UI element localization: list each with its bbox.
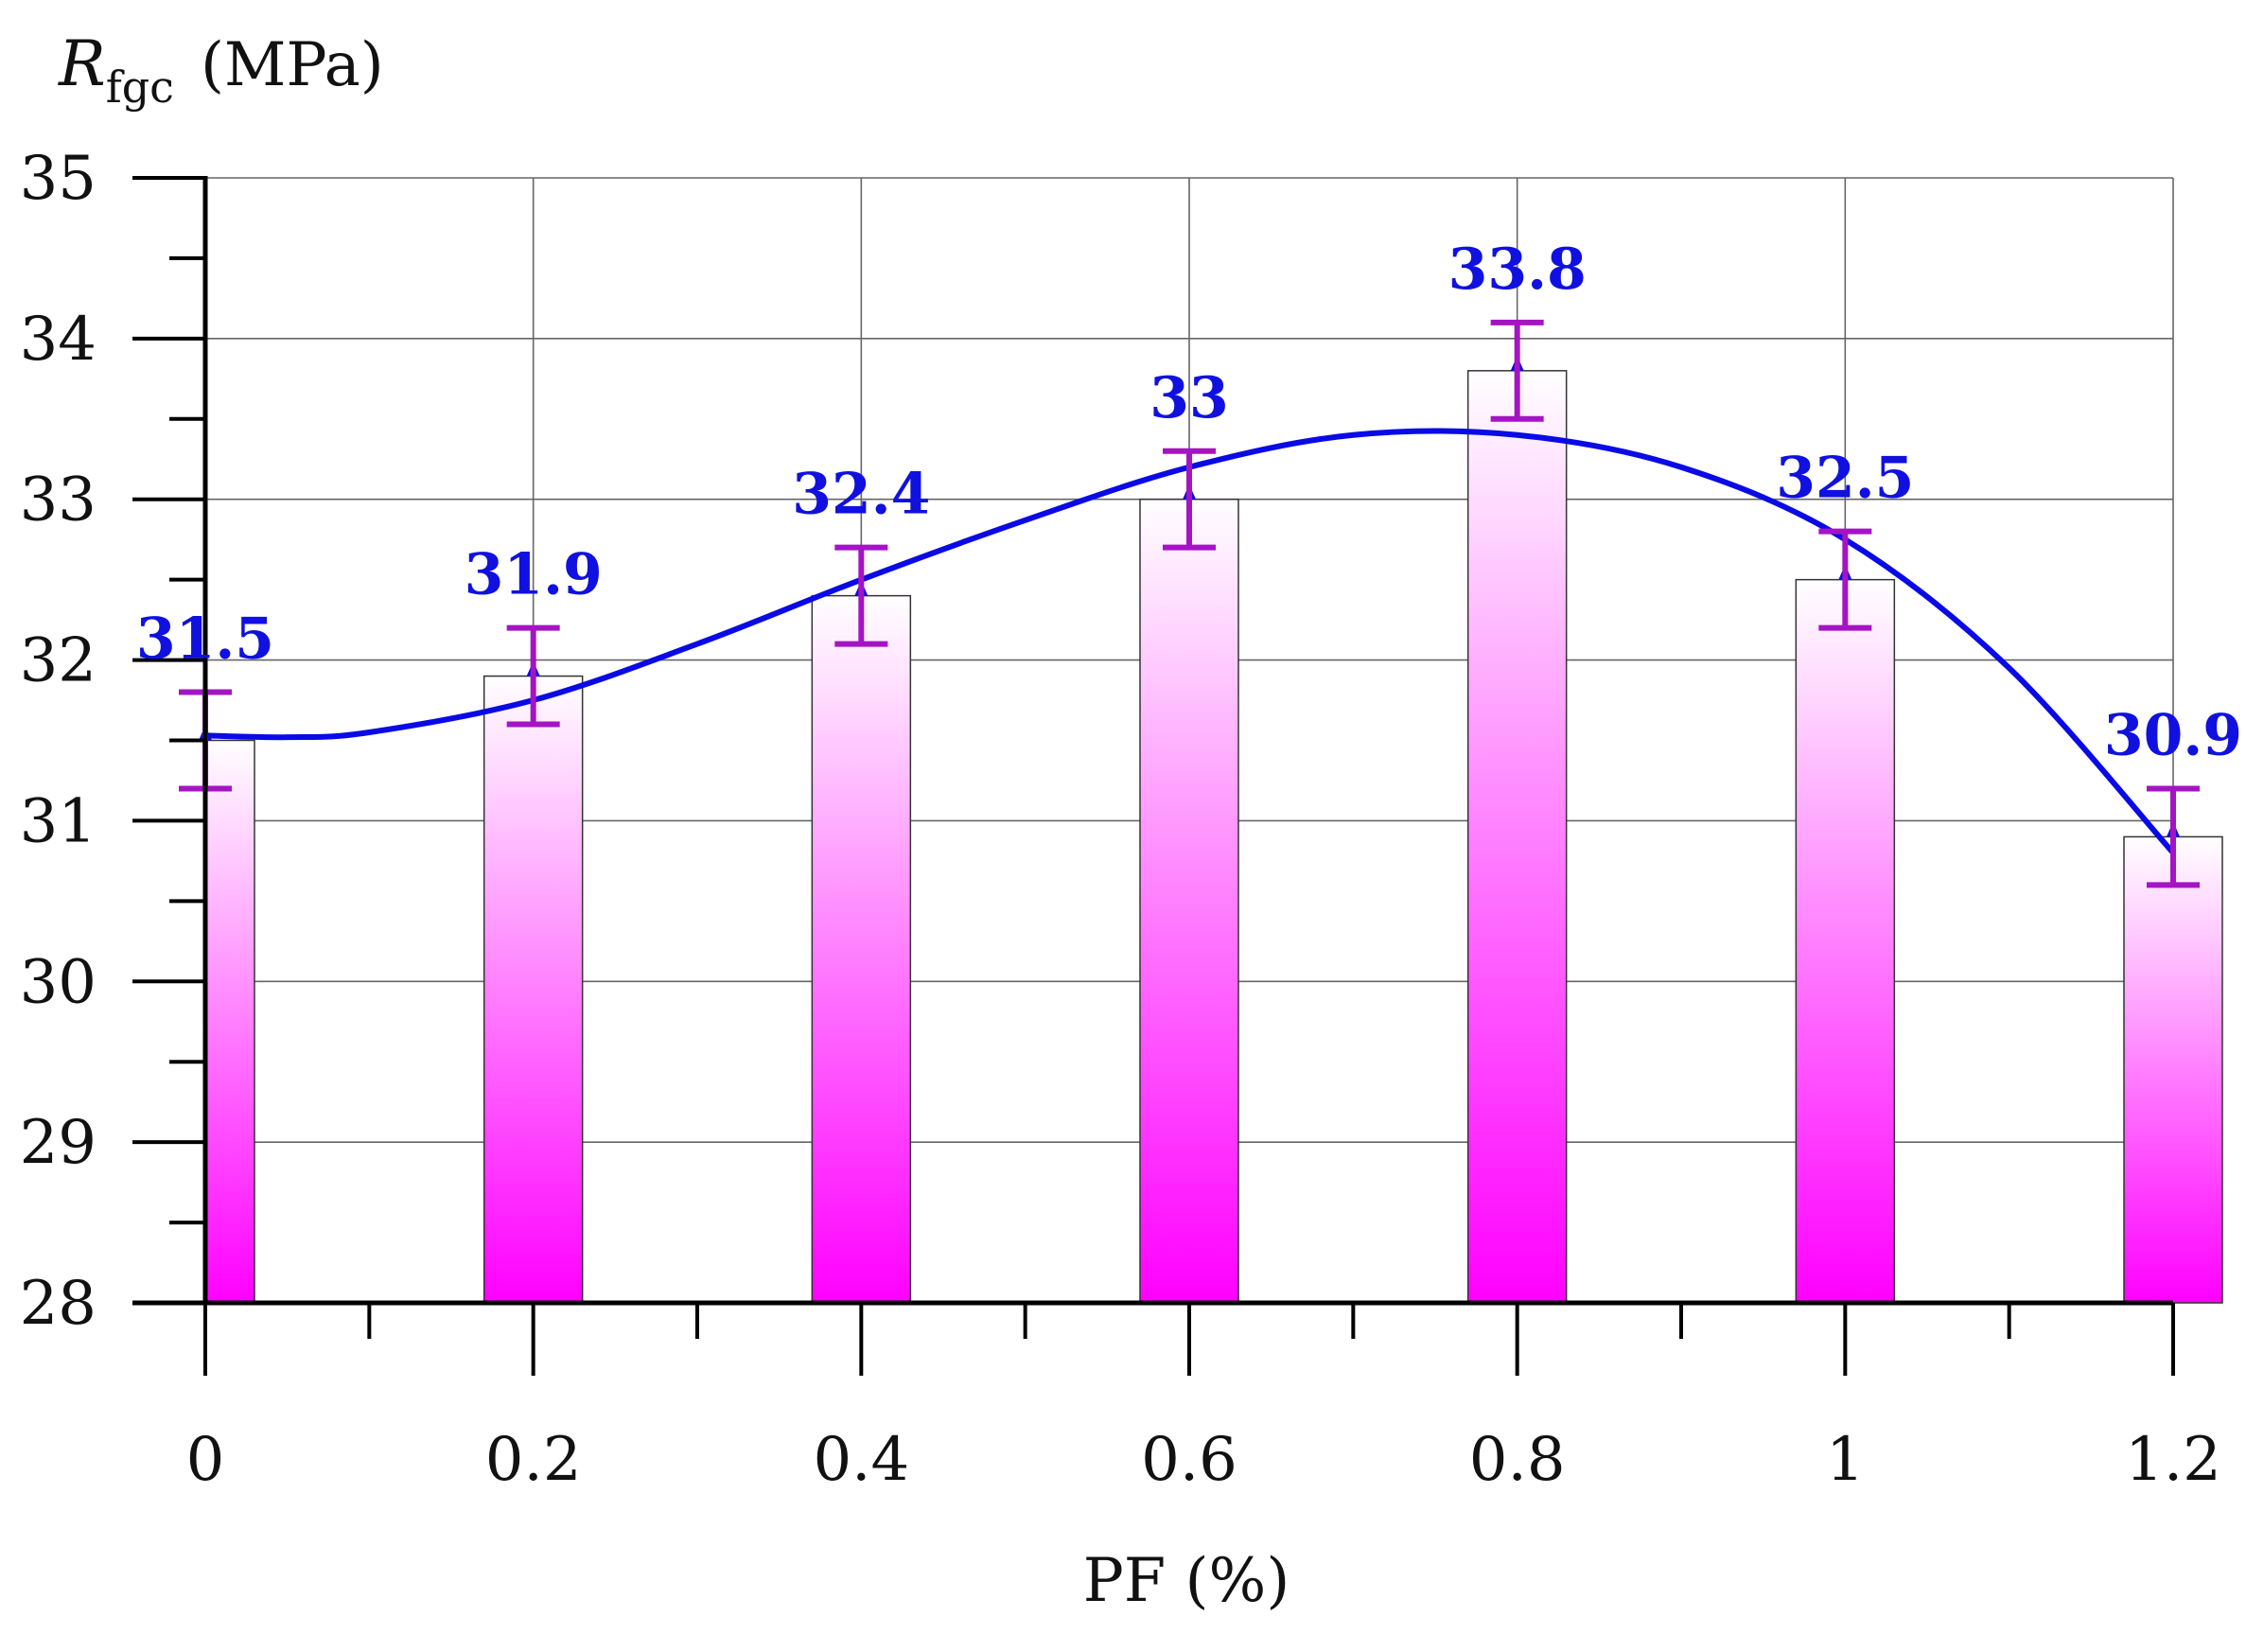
y-axis-title-sub: fgc — [106, 62, 174, 113]
bar — [1795, 578, 1896, 1304]
x-tick-label: 0 — [186, 1425, 225, 1495]
y-tick-label: 30 — [20, 947, 97, 1017]
data-value-label: 31.5 — [136, 606, 274, 673]
data-value-label: 32.5 — [1776, 446, 1914, 512]
x-axis-title: PF (%) — [1083, 1546, 1290, 1616]
bar — [1139, 498, 1239, 1304]
x-tick-label: 0.2 — [485, 1425, 582, 1495]
y-tick-label: 32 — [20, 626, 97, 696]
trend-line — [204, 428, 2176, 855]
bar — [811, 594, 912, 1304]
y-tick-label: 28 — [20, 1269, 97, 1339]
y-axis-title-main: R — [58, 27, 106, 100]
bar — [204, 739, 255, 1304]
data-labels: 31.5 31.9 32.4 33 33.8 32.5 30.9 — [136, 237, 2242, 769]
data-value-label: 31.9 — [465, 542, 603, 608]
x-tick-label: 1 — [1826, 1425, 1865, 1495]
y-axis-title-unit: (MPa) — [201, 30, 384, 100]
data-value-label: 33 — [1149, 365, 1229, 431]
bars — [204, 370, 2223, 1304]
data-value-label: 30.9 — [2104, 702, 2242, 768]
data-value-label: 32.4 — [792, 462, 930, 528]
bar — [2123, 835, 2223, 1304]
y-tick-label: 34 — [20, 305, 97, 375]
x-tick-label: 0.8 — [1469, 1425, 1566, 1495]
y-tick-label: 29 — [20, 1108, 97, 1178]
x-tick-label: 0.4 — [813, 1425, 909, 1495]
y-tick-label: 33 — [20, 466, 97, 536]
bar — [483, 675, 584, 1304]
y-axis-title: Rfgc (MPa) — [58, 27, 384, 113]
data-value-label: 33.8 — [1448, 237, 1587, 303]
trend-curve — [204, 428, 2176, 855]
bar — [1466, 370, 1568, 1304]
x-tick-label: 0.6 — [1141, 1425, 1237, 1495]
axes: 28 29 30 31 32 33 34 35 0 0.2 0.4 0.6 0.8 1 1.2 — [20, 144, 2221, 1495]
x-tick-label: 1.2 — [2125, 1425, 2221, 1495]
y-tick-label: 31 — [20, 786, 97, 856]
y-tick-label: 35 — [20, 144, 97, 214]
